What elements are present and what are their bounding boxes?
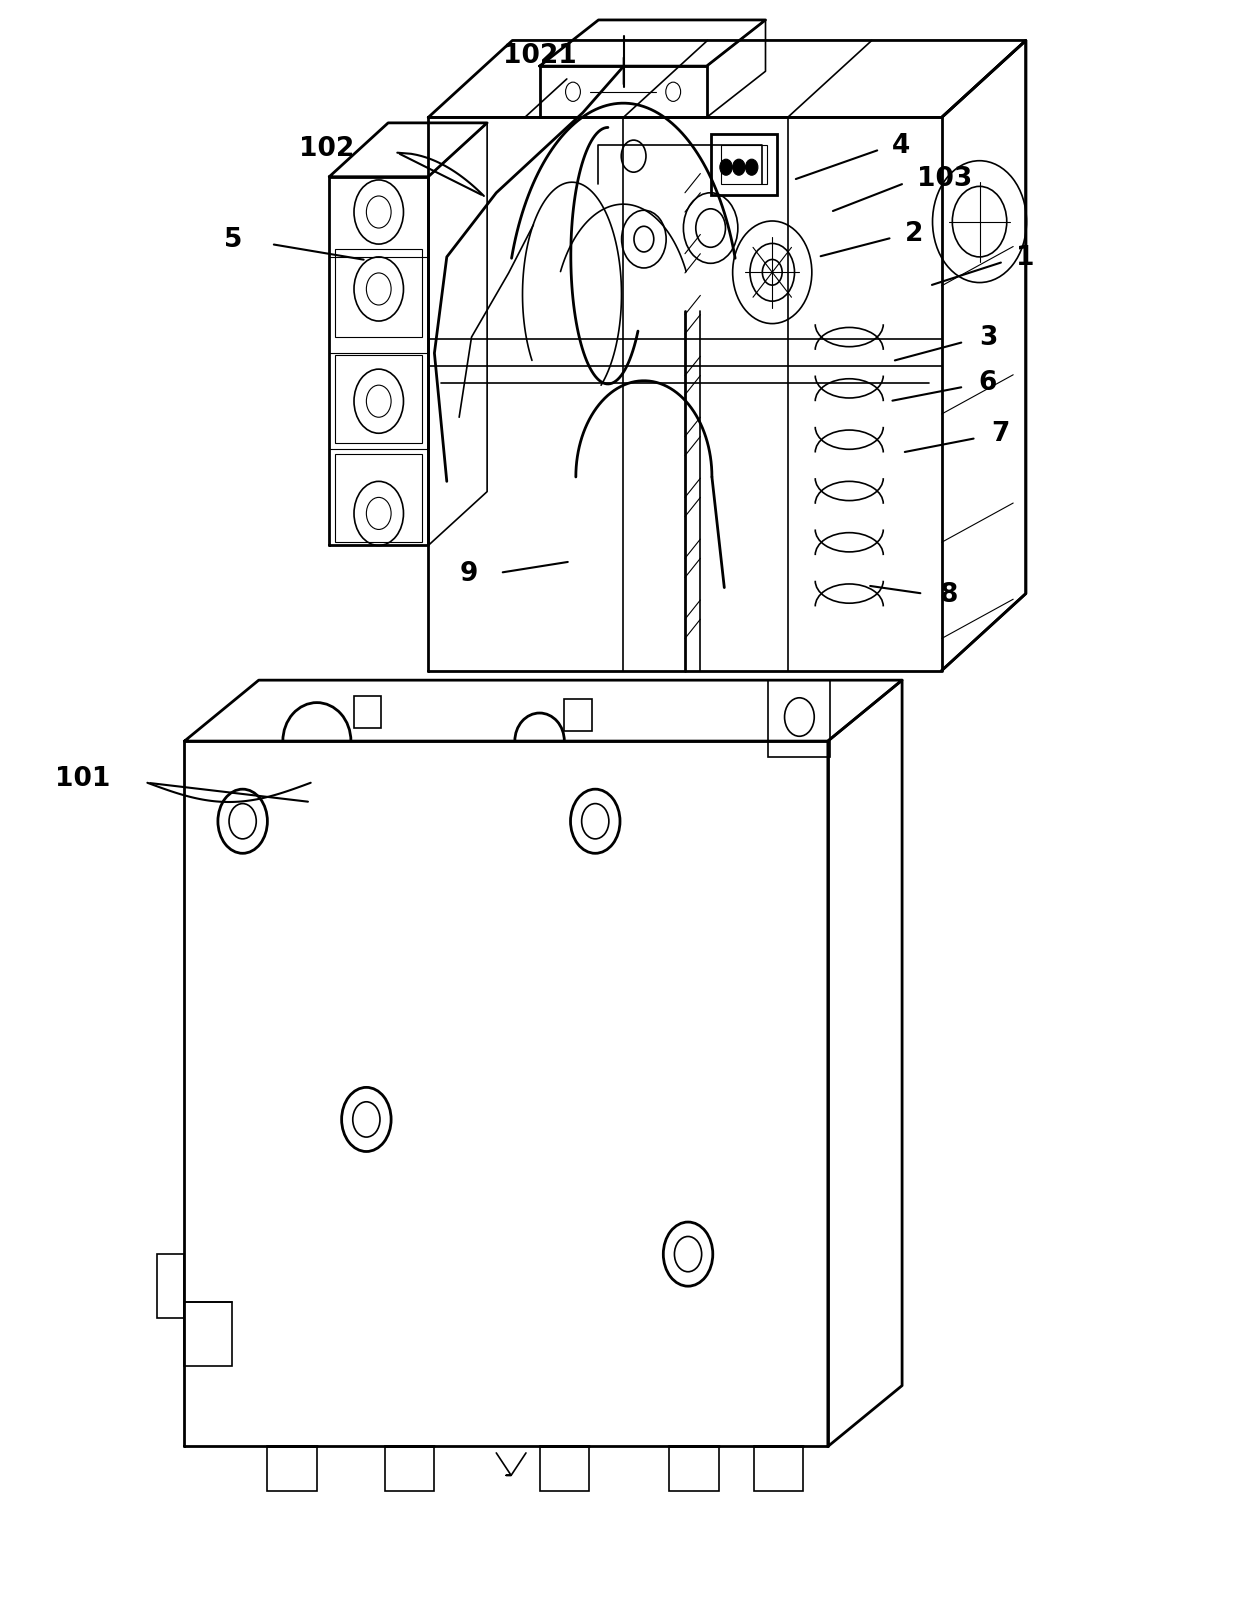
Text: 9: 9: [459, 560, 477, 586]
Bar: [539, 67, 707, 119]
Text: 3: 3: [978, 324, 997, 351]
Text: 1021: 1021: [503, 43, 577, 69]
Text: 101: 101: [55, 766, 110, 791]
Bar: [185, 1302, 232, 1366]
Text: 6: 6: [978, 369, 997, 396]
Bar: [670, 1446, 719, 1491]
Bar: [268, 1446, 317, 1491]
Circle shape: [745, 160, 758, 177]
Text: 102: 102: [299, 136, 353, 162]
Circle shape: [720, 160, 732, 177]
Bar: [336, 250, 422, 339]
Text: 1: 1: [1016, 244, 1034, 271]
Text: 8: 8: [939, 581, 957, 607]
Bar: [769, 681, 831, 758]
Bar: [336, 355, 422, 443]
Bar: [336, 454, 422, 542]
Text: 2: 2: [904, 221, 923, 247]
Bar: [157, 1255, 185, 1318]
Text: 4: 4: [893, 133, 910, 159]
Bar: [353, 697, 381, 729]
Bar: [564, 700, 591, 732]
Text: 103: 103: [916, 167, 972, 193]
Bar: [539, 1446, 589, 1491]
Circle shape: [733, 160, 745, 177]
Bar: [754, 1446, 804, 1491]
Text: 5: 5: [224, 228, 243, 254]
Bar: [384, 1446, 434, 1491]
Bar: [711, 135, 777, 196]
Text: 7: 7: [991, 421, 1009, 446]
Bar: [720, 146, 768, 185]
